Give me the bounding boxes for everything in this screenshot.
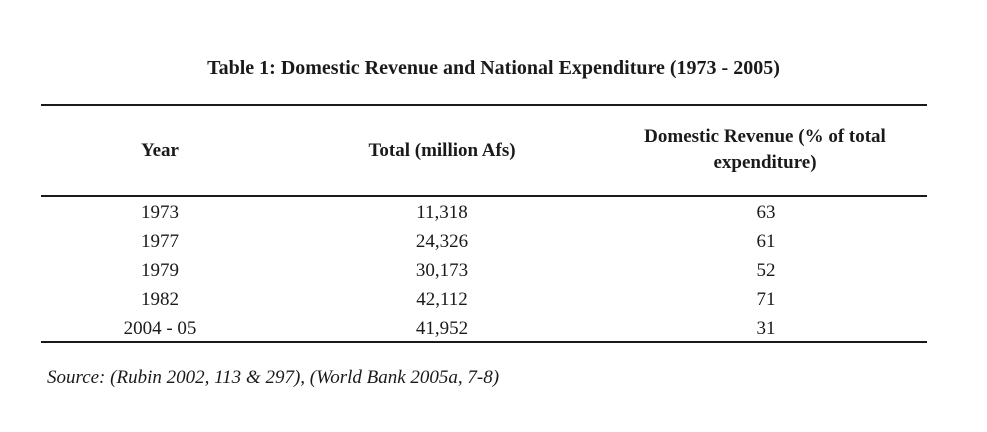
cell-year: 1982: [141, 289, 179, 310]
column-header-domestic-revenue: Domestic Revenue (% of total expenditure…: [612, 124, 918, 176]
column-header-domestic-revenue-line2: expenditure): [713, 152, 817, 173]
column-header-year: Year: [141, 140, 179, 161]
cell-year: 1973: [141, 202, 179, 223]
table-row: 2004 - 05 41,952 31: [0, 314, 987, 343]
table-body: 1973 11,318 63 1977 24,326 61 1979 30,17…: [0, 198, 987, 343]
cell-year: 1979: [141, 260, 179, 281]
cell-domestic-revenue: 31: [756, 318, 776, 339]
table-row: 1977 24,326 61: [0, 227, 987, 256]
cell-total: 11,318: [416, 202, 468, 223]
column-header-domestic-revenue-line1: Domestic Revenue (% of total: [644, 126, 886, 147]
cell-total: 42,112: [416, 289, 468, 310]
table-top-rule: [41, 104, 927, 106]
table-row: 1982 42,112 71: [0, 285, 987, 314]
table-row: 1979 30,173 52: [0, 256, 987, 285]
cell-total: 41,952: [415, 318, 469, 339]
cell-year: 1977: [141, 231, 179, 252]
cell-domestic-revenue: 61: [756, 231, 776, 252]
cell-year: 2004 - 05: [123, 318, 197, 339]
cell-total: 24,326: [415, 231, 469, 252]
table-bottom-rule: [41, 341, 927, 343]
table-row: 1973 11,318 63: [0, 198, 987, 227]
cell-domestic-revenue: 63: [756, 202, 776, 223]
table-source-note: Source: (Rubin 2002, 113 & 297), (World …: [47, 367, 500, 388]
table-title: Table 1: Domestic Revenue and National E…: [207, 57, 780, 79]
cell-total: 30,173: [415, 260, 469, 281]
cell-domestic-revenue: 52: [756, 260, 776, 281]
cell-domestic-revenue: 71: [756, 289, 776, 310]
column-header-total: Total (million Afs): [368, 140, 516, 161]
header-divider-rule: [41, 195, 927, 197]
